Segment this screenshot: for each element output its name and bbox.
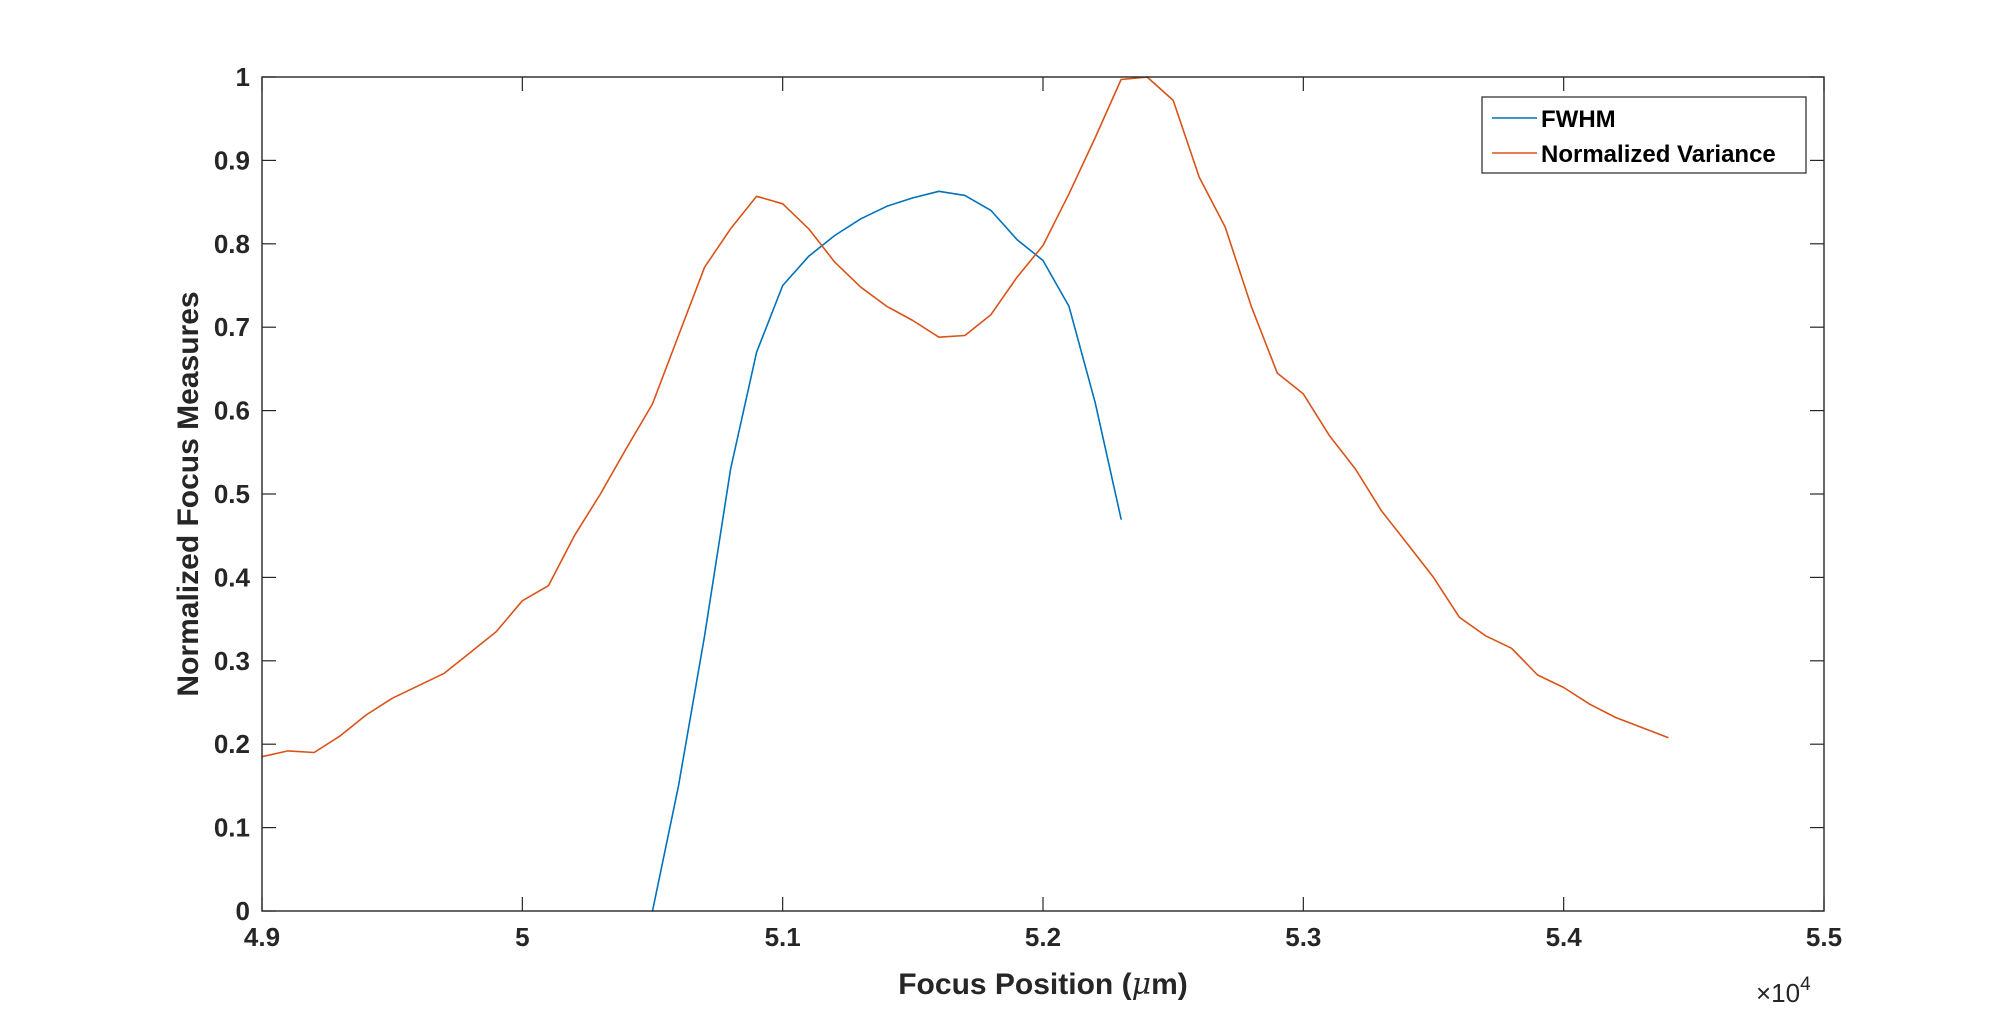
series-line-fwhm (651, 190, 1122, 912)
x-tick-label: 5.4 (1546, 922, 1583, 952)
ticks-layer: 4.9 5 5.1 5.2 5.3 5.4 5.5 0 0.1 0.2 0.3 0.4 0.5 0.6 0.… (214, 62, 1842, 952)
y-tick-label: 0.1 (214, 813, 250, 843)
x-multiplier-prefix: ×10 (1756, 978, 1800, 1008)
y-tick-label: 0 (236, 896, 250, 926)
y-tick-label: 0.3 (214, 646, 250, 676)
legend-box (1481, 96, 1807, 174)
x-tick-label: 5.5 (1806, 922, 1842, 952)
y-tick-label: 0.5 (214, 479, 250, 509)
plot-area (262, 77, 1824, 911)
y-tick-label: 0.9 (214, 145, 250, 175)
x-multiplier-exponent: 4 (1800, 974, 1811, 995)
x-tick-label: 4.9 (244, 922, 280, 952)
y-tick-label: 1 (236, 62, 250, 92)
x-tick-label: 5 (515, 922, 529, 952)
y-tick-label: 0.6 (214, 396, 250, 426)
legend-label-normalized-variance: Normalized Variance (1541, 141, 1776, 168)
x-tick-label: 5.2 (1025, 922, 1061, 952)
legend: FWHM Normalized Variance (1481, 96, 1807, 174)
y-tick-label: 0.4 (214, 562, 251, 592)
legend-label-fwhm: FWHM (1541, 106, 1616, 133)
x-tick-label: 5.3 (1285, 922, 1321, 952)
y-axis-label: Normalized Focus Measures (172, 291, 205, 696)
x-tick-label: 5.1 (765, 922, 801, 952)
y-tick-label: 0.2 (214, 729, 250, 759)
y-tick-label: 0.7 (214, 312, 250, 342)
y-tick-label: 0.8 (214, 229, 250, 259)
x-axis-label: Focus Position (μm) (898, 967, 1188, 1002)
x-multiplier: ×104 (1756, 974, 1811, 1008)
series-layer (261, 76, 1669, 912)
series-line-normalized-variance (261, 76, 1669, 758)
